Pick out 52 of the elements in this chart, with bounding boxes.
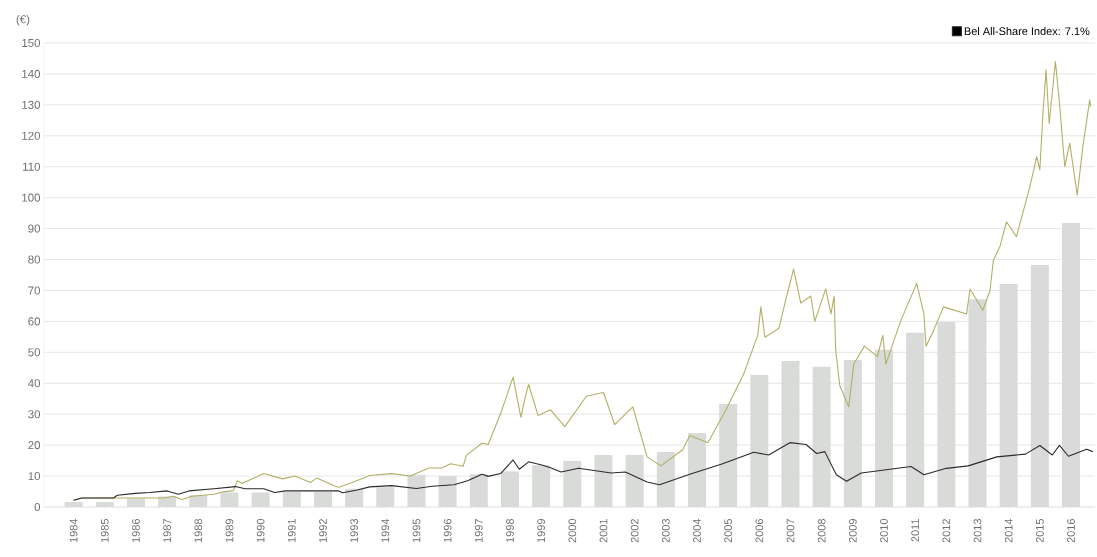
y-axis-title: (€) bbox=[16, 14, 30, 26]
x-tick-label: 2014 bbox=[1004, 518, 1013, 543]
x-tick-label: 2002 bbox=[630, 519, 639, 543]
x-tick-label: 1988 bbox=[194, 519, 203, 543]
x-tick-label: 1986 bbox=[132, 519, 140, 543]
x-tick-label: 1999 bbox=[537, 519, 546, 543]
x-tick-label: 2015 bbox=[1035, 518, 1044, 543]
x-tick-label: 2012 bbox=[942, 519, 951, 543]
x-tick-label: 2013 bbox=[973, 519, 982, 543]
y-tick-label: 40 bbox=[28, 379, 41, 388]
x-tick-label: 1992 bbox=[319, 519, 327, 543]
y-tick-label: 140 bbox=[22, 69, 41, 78]
y-tick-label: 0 bbox=[34, 502, 41, 512]
x-tick-label: 1996 bbox=[443, 519, 452, 543]
line-series bbox=[73, 442, 1094, 501]
legend-label: Bel All-Share Index: 7.1% bbox=[964, 27, 1090, 36]
y-tick-label: 90 bbox=[28, 224, 41, 233]
x-tick-label: 2007 bbox=[786, 519, 795, 543]
y-tick-label: 80 bbox=[28, 255, 41, 264]
x-tick-label: 2005 bbox=[724, 518, 733, 543]
x-tick-label: 1995 bbox=[412, 518, 421, 543]
x-tick-label: 2003 bbox=[661, 519, 670, 543]
y-tick-label: 60 bbox=[28, 317, 41, 326]
x-tick-label: 2008 bbox=[817, 519, 826, 543]
x-tick-label: 1987 bbox=[163, 519, 171, 543]
x-tick-label: 1989 bbox=[225, 519, 234, 543]
x-tick-label: 2001 bbox=[599, 519, 608, 543]
y-tick-label: 100 bbox=[22, 193, 41, 202]
y-tick-label: 150 bbox=[22, 38, 41, 48]
x-tick-label: 1991 bbox=[287, 519, 296, 543]
x-tick-label: 1990 bbox=[256, 518, 265, 543]
x-tick-label: 2009 bbox=[848, 519, 857, 543]
y-tick-label: 30 bbox=[28, 410, 41, 419]
x-tick-label: 1993 bbox=[350, 519, 359, 543]
x-tick-label: 1985 bbox=[100, 518, 109, 543]
y-tick-label: 50 bbox=[28, 348, 41, 357]
x-tick-label: 2006 bbox=[755, 519, 764, 543]
x-tick-label: 1997 bbox=[474, 519, 483, 543]
y-tick-label: 120 bbox=[22, 131, 41, 140]
x-tick-label: 2011 bbox=[911, 519, 920, 542]
x-tick-label: 1998 bbox=[506, 519, 514, 543]
x-tick-label: 2004 bbox=[693, 518, 701, 543]
y-tick-label: 10 bbox=[28, 472, 41, 481]
x-tick-label: 2000 bbox=[568, 518, 577, 543]
y-tick-label: 110 bbox=[23, 162, 41, 171]
y-tick-label: 70 bbox=[28, 286, 41, 295]
y-tick-label: 130 bbox=[22, 100, 41, 109]
x-tick-label: 2016 bbox=[1067, 519, 1075, 543]
x-tick-label: 1994 bbox=[381, 518, 390, 543]
x-tick-label: 2010 bbox=[880, 518, 888, 543]
x-tick-label: 1984 bbox=[69, 518, 78, 543]
y-tick-label: 20 bbox=[28, 441, 41, 450]
